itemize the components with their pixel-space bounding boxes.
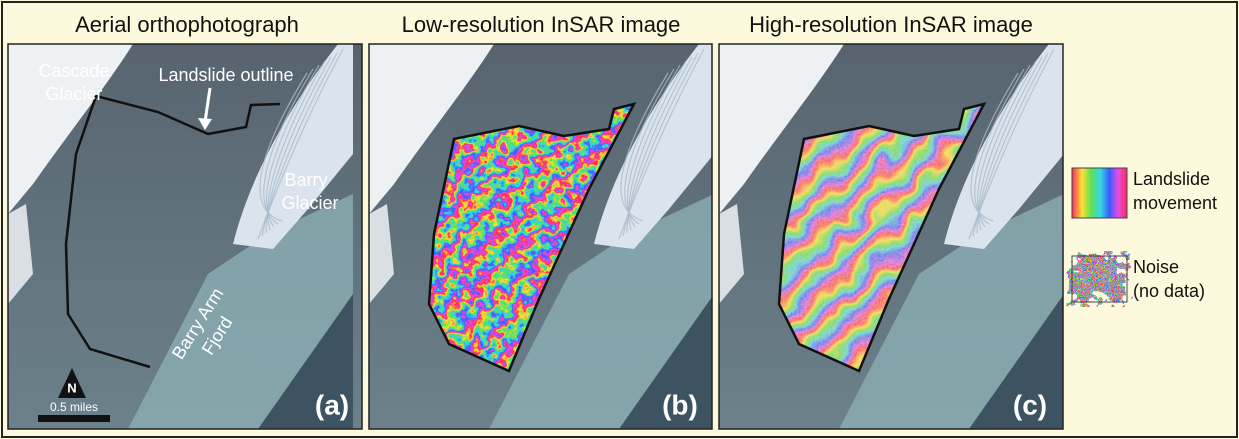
legend-label: (no data) [1133,281,1205,301]
legend-swatch [1072,168,1127,218]
legend-label: Landslide [1133,169,1210,189]
panel [719,44,1064,429]
legend-label: Noise [1133,257,1179,277]
annotation: Glacier [281,193,338,213]
figure: Aerial orthophotograph Low-resolution In… [0,0,1239,439]
scale-label: 0.5 miles [50,400,98,414]
legend-swatch [1072,256,1127,302]
scale-bar [38,415,110,422]
panel-label: (c) [1013,389,1047,420]
panel-title: Aerial orthophotograph [75,12,299,37]
legend-label: movement [1133,193,1217,213]
panel-image [719,44,1064,429]
panel [369,44,714,429]
panel-title: High-resolution InSAR image [749,12,1033,37]
annotation: Glacier [45,84,102,104]
north-label: N [67,380,76,395]
panel-label: (a) [315,389,349,420]
annotation: Barry [284,170,327,190]
annotation: Landslide outline [158,65,293,85]
panel-label: (b) [662,389,698,420]
panel-image [369,44,714,429]
panels [8,44,1064,429]
panel-title: Low-resolution InSAR image [402,12,681,37]
annotation: Cascade [38,61,109,81]
